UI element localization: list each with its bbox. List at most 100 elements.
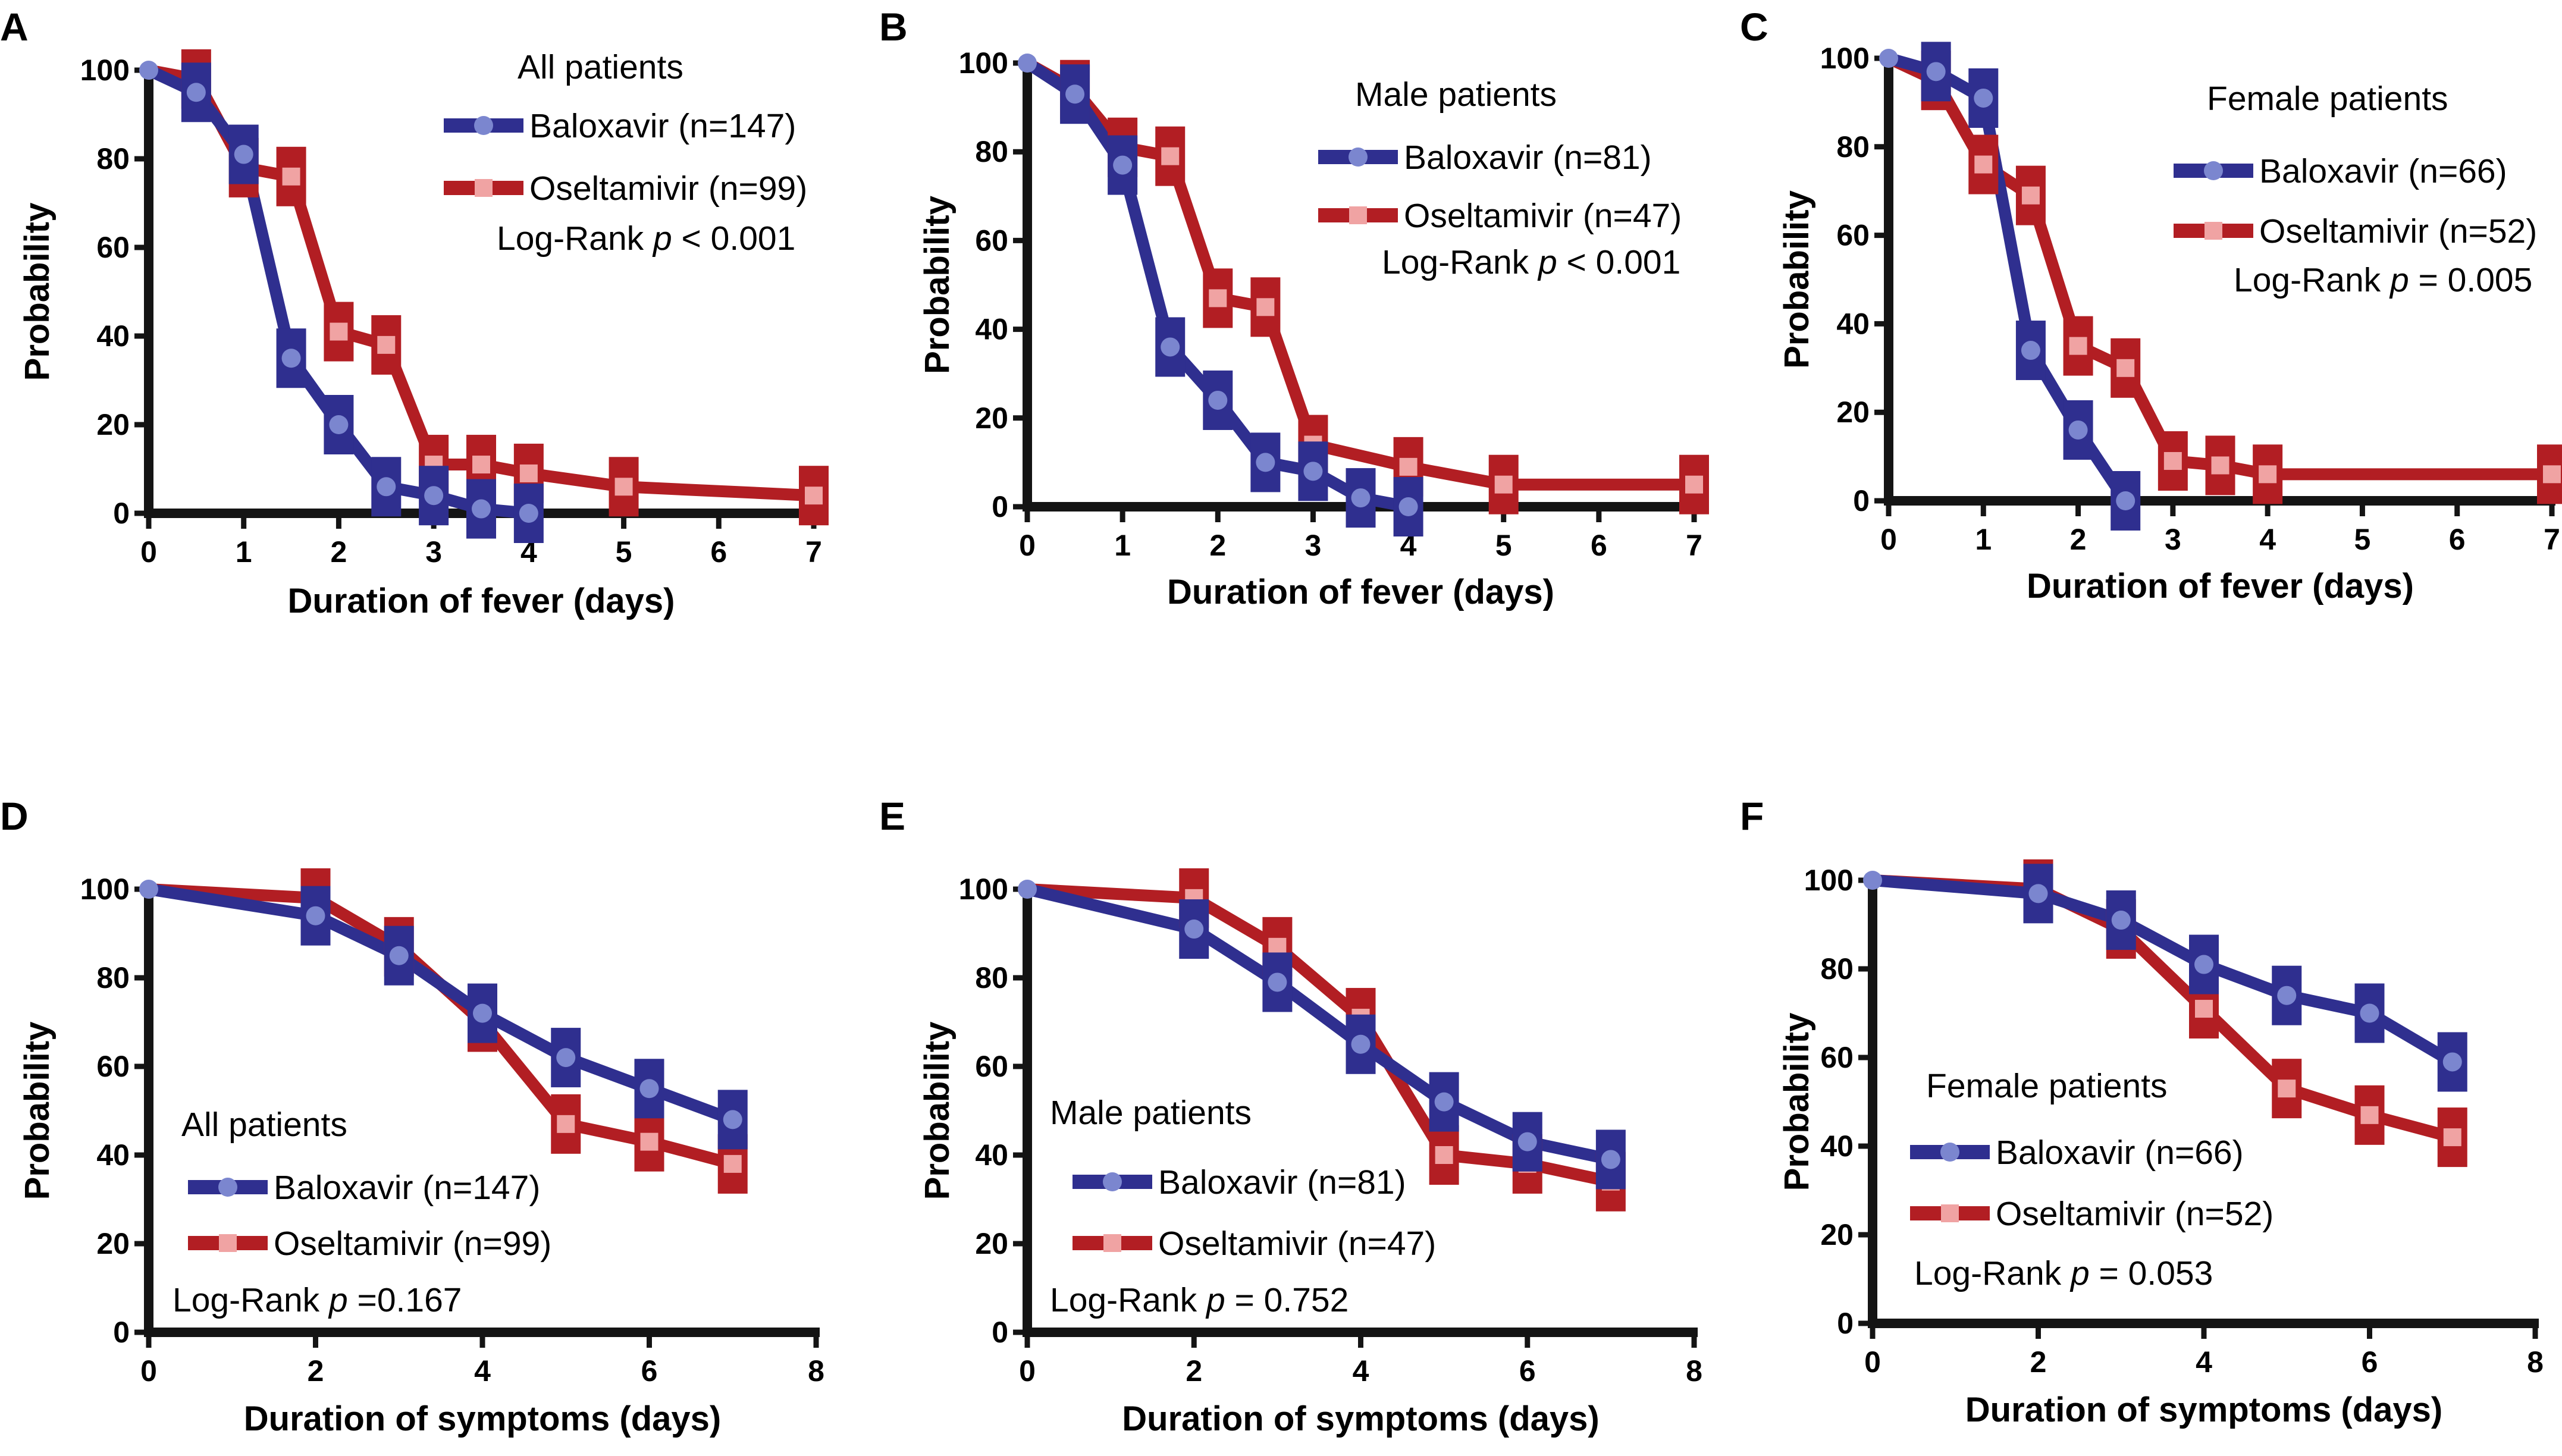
data-point-baloxavir (556, 1048, 576, 1068)
data-point-baloxavir (2021, 341, 2040, 360)
data-point-oseltamivir (557, 1115, 575, 1133)
data-point-baloxavir (424, 486, 444, 506)
data-point-baloxavir (1926, 62, 1946, 81)
legend-swatch-marker (475, 179, 493, 197)
legend-entry-baloxavir: Baloxavir (n=81) (1158, 1163, 1406, 1201)
data-point-baloxavir (1351, 1034, 1371, 1054)
x-tick-label: 6 (641, 1354, 658, 1388)
legend: Male patients Baloxavir (n=81) Oseltamivir… (1050, 1094, 1436, 1263)
y-tick-label: 0 (1837, 1307, 1854, 1340)
x-tick-label: 4 (474, 1354, 491, 1388)
data-point-baloxavir (139, 61, 158, 80)
legend-entry-baloxavir: Baloxavir (n=66) (1996, 1134, 2244, 1172)
x-axis-label: Duration of fever (days) (288, 582, 675, 620)
x-tick-label: 6 (2362, 1345, 2378, 1379)
pvalue-label: Log-Rank p =0.167 (173, 1281, 462, 1319)
x-tick-label: 1 (1975, 523, 1992, 556)
x-tick-label: 4 (1353, 1354, 1369, 1388)
series-line-oseltamivir (1021, 57, 1700, 491)
x-tick-label: 5 (616, 535, 632, 569)
y-tick-label: 60 (1836, 219, 1870, 252)
legend-entry-oseltamivir: Oseltamivir (n=99) (274, 1225, 551, 1263)
x-axis-label: Duration of fever (days) (1167, 573, 1554, 611)
legend: Female patients Baloxavir (n=66) Oseltamiv… (2174, 80, 2537, 250)
y-tick-label: 20 (96, 1227, 130, 1260)
data-point-oseltamivir (519, 464, 538, 482)
x-tick-label: 5 (2354, 523, 2371, 556)
data-point-oseltamivir (2278, 1080, 2296, 1098)
x-tick-label: 0 (140, 1354, 157, 1388)
x-tick-label: 0 (1864, 1345, 1881, 1379)
y-tick-label: 20 (975, 401, 1008, 435)
legend: Male patients Baloxavir (n=81) Oseltamivir… (1318, 76, 1682, 235)
data-point-oseltamivir (614, 478, 633, 496)
y-tick-label: 100 (959, 873, 1008, 906)
data-point-oseltamivir (2259, 465, 2277, 484)
y-tick-label: 60 (975, 1050, 1008, 1083)
x-tick-label: 3 (2165, 523, 2181, 556)
data-point-baloxavir (1208, 390, 1228, 410)
y-tick-label: 40 (975, 1138, 1008, 1172)
legend: All patients Baloxavir (n=147) Oseltamivir… (444, 48, 807, 208)
data-point-baloxavir (1398, 497, 1418, 516)
data-point-baloxavir (329, 415, 349, 434)
x-tick-label: 0 (1019, 529, 1036, 562)
data-point-baloxavir (1018, 54, 1037, 73)
y-tick-label: 20 (975, 1227, 1008, 1260)
x-tick-label: 0 (140, 535, 157, 569)
x-tick-label: 7 (1686, 529, 1702, 562)
x-tick-label: 7 (2544, 523, 2560, 556)
data-point-baloxavir (1863, 871, 1882, 890)
legend-entry-oseltamivir: Oseltamivir (n=52) (1996, 1195, 2273, 1233)
legend-entry-oseltamivir: Oseltamivir (n=47) (1404, 197, 1682, 235)
data-point-oseltamivir (723, 1154, 742, 1173)
data-point-oseltamivir (2069, 337, 2087, 355)
data-point-oseltamivir (1161, 147, 1180, 165)
panel-label-c: C (1740, 5, 1768, 49)
y-tick-label: 40 (1836, 307, 1870, 340)
data-point-baloxavir (139, 880, 158, 899)
legend-entry-baloxavir: Baloxavir (n=81) (1404, 139, 1652, 177)
data-point-oseltamivir (1209, 289, 1227, 307)
data-point-baloxavir (2277, 986, 2297, 1005)
legend-swatch-marker (2204, 222, 2222, 240)
legend-swatch-marker (474, 116, 493, 135)
data-point-oseltamivir (1256, 298, 1275, 316)
data-point-oseltamivir (2543, 465, 2561, 484)
legend-swatch-marker (1940, 1143, 1959, 1162)
data-point-baloxavir (2028, 884, 2048, 903)
panel-e: E 0 20 40 60 80 100 0 2 4 6 8 Duration of symptoms (… (879, 794, 1702, 1438)
data-point-baloxavir (639, 1079, 659, 1099)
data-point-baloxavir (1268, 972, 1287, 992)
x-tick-label: 0 (1880, 523, 1897, 556)
data-point-baloxavir (723, 1110, 742, 1129)
data-point-baloxavir (1113, 155, 1133, 175)
y-tick-label: 100 (959, 46, 1008, 80)
data-point-baloxavir (377, 477, 396, 497)
data-point-baloxavir (472, 499, 491, 519)
x-tick-label: 6 (2449, 523, 2466, 556)
data-point-baloxavir (1434, 1092, 1454, 1112)
legend-title: All patients (181, 1106, 347, 1144)
data-point-baloxavir (2194, 955, 2213, 974)
legend: Female patients Baloxavir (n=66) Oseltamiv… (1910, 1067, 2273, 1233)
panel-f: F 0 20 40 60 80 100 0 2 4 6 8 Duration of symptoms (… (1740, 794, 2544, 1429)
x-tick-label: 6 (1591, 529, 1607, 562)
data-point-oseltamivir (1685, 475, 1703, 494)
y-tick-label: 100 (80, 873, 130, 906)
data-point-baloxavir (2116, 491, 2135, 510)
x-tick-label: 1 (236, 535, 252, 569)
x-tick-label: 8 (1686, 1354, 1702, 1388)
legend-entry-oseltamivir: Oseltamivir (n=52) (2259, 212, 2537, 250)
y-tick-label: 100 (1820, 42, 1870, 75)
data-point-baloxavir (2360, 1003, 2379, 1023)
legend-swatch-marker (218, 1178, 237, 1197)
legend-swatch-marker (2204, 161, 2223, 180)
data-point-baloxavir (1065, 84, 1085, 104)
pvalue-label: Log-Rank p = 0.005 (2234, 261, 2532, 299)
panel-label-f: F (1740, 794, 1764, 838)
data-point-baloxavir (1303, 462, 1323, 481)
y-tick-label: 0 (1853, 484, 1870, 517)
